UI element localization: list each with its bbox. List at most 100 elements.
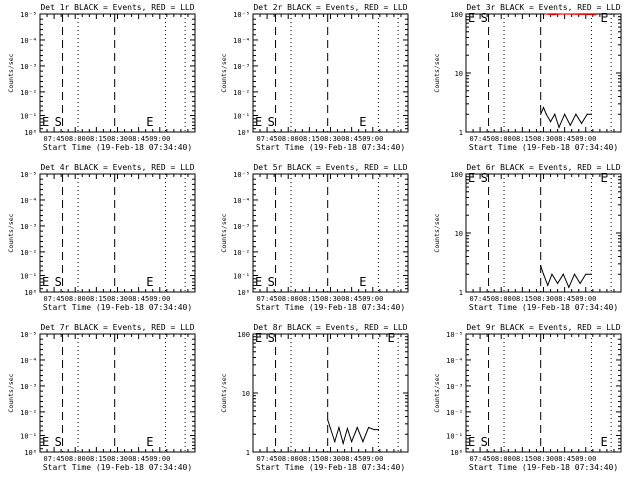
data-point (595, 14, 597, 16)
x-tick-label: 09:00 (149, 135, 170, 143)
x-tick-label: 08:30 (533, 295, 554, 303)
x-tick-label: 08:45 (341, 135, 362, 143)
start-marker: S (268, 275, 275, 289)
chart-title: Det 9r BLACK = Events, RED = LLD (466, 323, 620, 332)
y-tick-label: 10⁻¹ (20, 272, 37, 280)
y-tick-label: 10⁻⁵ (233, 171, 250, 179)
end-marker-left: E (468, 11, 475, 25)
y-tick-label: 10⁻⁴ (20, 357, 37, 365)
y-tick-label: 10 (242, 390, 250, 398)
x-tick-label: 07:45 (44, 455, 65, 463)
x-tick-label: 08:15 (299, 455, 320, 463)
data-point (362, 441, 364, 443)
x-tick-label: 07:45 (470, 295, 491, 303)
end-marker-left: E (42, 115, 49, 129)
x-tick-label: 08:15 (299, 135, 320, 143)
y-tick-label: 10⁻⁵ (233, 11, 250, 19)
y-axis-label: Counts/sec (220, 213, 228, 252)
y-axis-label: Counts/sec (433, 53, 441, 92)
data-point (540, 265, 542, 267)
x-tick-label: 09:00 (575, 295, 596, 303)
end-marker: E (600, 11, 607, 25)
data-point (569, 124, 571, 126)
x-tick-label: 09:00 (149, 455, 170, 463)
y-axis-label: Counts/sec (220, 53, 228, 92)
end-marker-left: E (468, 435, 475, 449)
y-tick-label: 10⁻² (233, 249, 250, 257)
x-tick-label: 08:30 (107, 455, 128, 463)
chart-title: Det 7r BLACK = Events, RED = LLD (40, 323, 194, 332)
x-tick-label: 07:45 (470, 135, 491, 143)
y-tick-label: 1 (459, 129, 463, 137)
x-axis-label: Start Time (19-Feb-18 07:34:40) (256, 143, 405, 152)
start-marker: S (268, 115, 275, 129)
y-tick-label: 100 (450, 11, 463, 19)
chart-title: Det 2r BLACK = Events, RED = LLD (253, 3, 407, 12)
y-tick-label: 10⁻⁴ (20, 197, 37, 205)
x-axis-label: Start Time (19-Feb-18 07:34:40) (43, 463, 192, 472)
end-marker: E (146, 435, 153, 449)
start-marker: S (481, 171, 488, 185)
data-point (556, 282, 559, 284)
x-tick-label: 09:00 (362, 455, 383, 463)
x-axis-label: Start Time (19-Feb-18 07:34:40) (256, 303, 405, 312)
data-point (351, 441, 353, 443)
data-point (338, 426, 340, 429)
x-tick-label: 08:30 (320, 455, 341, 463)
data-point (568, 286, 570, 288)
data-point (575, 113, 577, 115)
x-tick-label: 08:15 (512, 455, 533, 463)
x-tick-label: 08:00 (491, 455, 512, 463)
x-axis-label: Start Time (19-Feb-18 07:34:40) (469, 303, 618, 312)
y-tick-label: 10⁰ (237, 289, 250, 297)
y-tick-label: 10⁻⁴ (446, 357, 463, 365)
start-marker: S (481, 435, 488, 449)
x-tick-label: 08:30 (533, 135, 554, 143)
y-tick-label: 10⁻¹ (446, 432, 463, 440)
y-tick-label: 10⁻² (20, 89, 37, 97)
y-tick-label: 100 (237, 331, 250, 339)
x-tick-label: 09:00 (575, 135, 596, 143)
plot-frame (252, 173, 409, 293)
x-tick-label: 08:45 (554, 295, 575, 303)
y-tick-label: 10⁰ (237, 129, 250, 137)
y-tick-label: 10⁻³ (446, 383, 463, 391)
series-line-2 (544, 13, 596, 16)
y-tick-label: 10⁻² (20, 249, 37, 257)
chart-title: Det 4r BLACK = Events, RED = LLD (40, 163, 194, 172)
x-tick-label: 07:45 (44, 135, 65, 143)
series-line-1 (540, 265, 592, 289)
y-tick-label: 1 (246, 449, 250, 457)
x-tick-label: 08:30 (320, 135, 341, 143)
x-tick-label: 09:00 (575, 455, 596, 463)
end-marker: E (146, 275, 153, 289)
end-marker: E (359, 275, 366, 289)
chart-title: Det 6r BLACK = Events, RED = LLD (466, 163, 620, 172)
y-axis-label: Counts/sec (433, 373, 441, 412)
chart-panel-1: Det 1r BLACK = Events, RED = LLD 10⁰ 10⁻¹ 1… (7, 3, 196, 152)
x-tick-label: 09:00 (149, 295, 170, 303)
data-point (590, 113, 593, 115)
plot-frame (252, 333, 409, 453)
x-tick-label: 07:45 (257, 135, 278, 143)
start-marker: S (55, 435, 62, 449)
data-point (580, 122, 583, 124)
y-tick-label: 10⁻³ (20, 383, 37, 391)
y-tick-label: 10⁻² (233, 89, 250, 97)
y-axis-label: Counts/sec (7, 373, 15, 412)
end-marker: E (146, 115, 153, 129)
end-marker: E (387, 331, 394, 345)
y-tick-label: 10⁰ (450, 449, 463, 457)
data-point (549, 121, 552, 123)
x-tick-label: 08:15 (86, 135, 107, 143)
start-marker: S (268, 331, 275, 345)
y-tick-label: 10⁻⁴ (233, 197, 250, 205)
plot-frame (465, 13, 622, 133)
plot-frame (39, 13, 196, 133)
data-point (585, 273, 587, 275)
start-marker: S (481, 11, 488, 25)
data-point (552, 14, 554, 16)
y-tick-label: 10⁻⁵ (446, 331, 463, 339)
data-point (542, 106, 545, 109)
chart-title: Det 8r BLACK = Events, RED = LLD (253, 323, 407, 332)
